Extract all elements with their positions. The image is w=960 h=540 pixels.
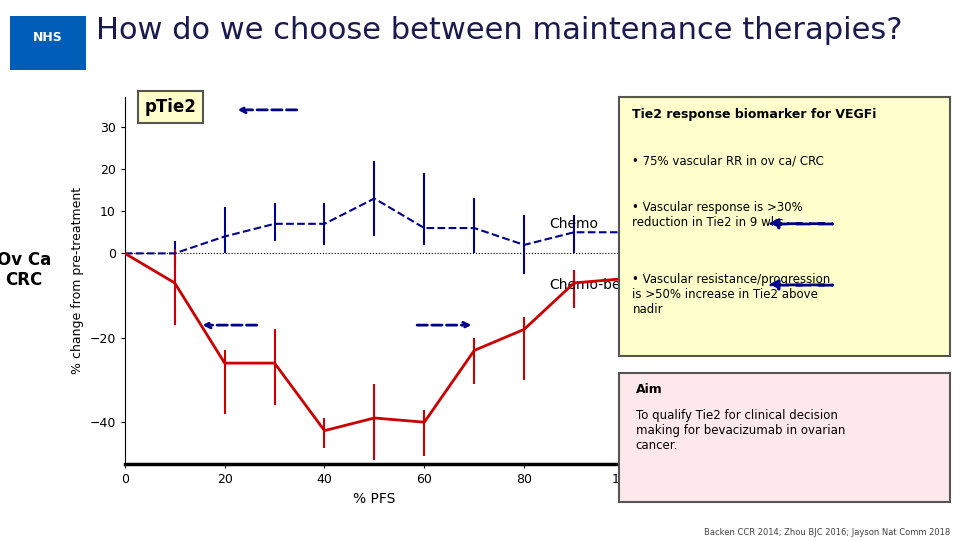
Text: How do we choose between maintenance therapies?: How do we choose between maintenance the… <box>96 16 902 45</box>
Text: Ov Ca
CRC: Ov Ca CRC <box>0 251 51 289</box>
Text: pTie2: pTie2 <box>145 98 197 116</box>
Text: NHS: NHS <box>34 31 62 44</box>
Text: Backen CCR 2014; Zhou BJC 2016; Jayson Nat Comm 2018: Backen CCR 2014; Zhou BJC 2016; Jayson N… <box>704 528 950 537</box>
Text: Aim: Aim <box>636 383 662 396</box>
Text: • Vascular response is >30%
reduction in Tie2 in 9 wks: • Vascular response is >30% reduction in… <box>633 201 804 229</box>
Text: The Christie
NHS Foundation Trust: The Christie NHS Foundation Trust <box>21 54 75 65</box>
Text: To qualify Tie2 for clinical decision
making for bevacizumab in ovarian
cancer.: To qualify Tie2 for clinical decision ma… <box>636 409 845 452</box>
Text: Chemo-bev: Chemo-bev <box>549 278 629 292</box>
Text: Tie2 response biomarker for VEGFi: Tie2 response biomarker for VEGFi <box>633 107 876 120</box>
Text: Chemo: Chemo <box>549 217 598 231</box>
Text: • Vascular resistance/progression
is >50% increase in Tie2 above
nadir: • Vascular resistance/progression is >50… <box>633 273 830 316</box>
X-axis label: % PFS: % PFS <box>353 492 396 506</box>
Text: • 75% vascular RR in ov ca/ CRC: • 75% vascular RR in ov ca/ CRC <box>633 154 825 167</box>
Y-axis label: % change from pre-treatment: % change from pre-treatment <box>71 187 84 374</box>
